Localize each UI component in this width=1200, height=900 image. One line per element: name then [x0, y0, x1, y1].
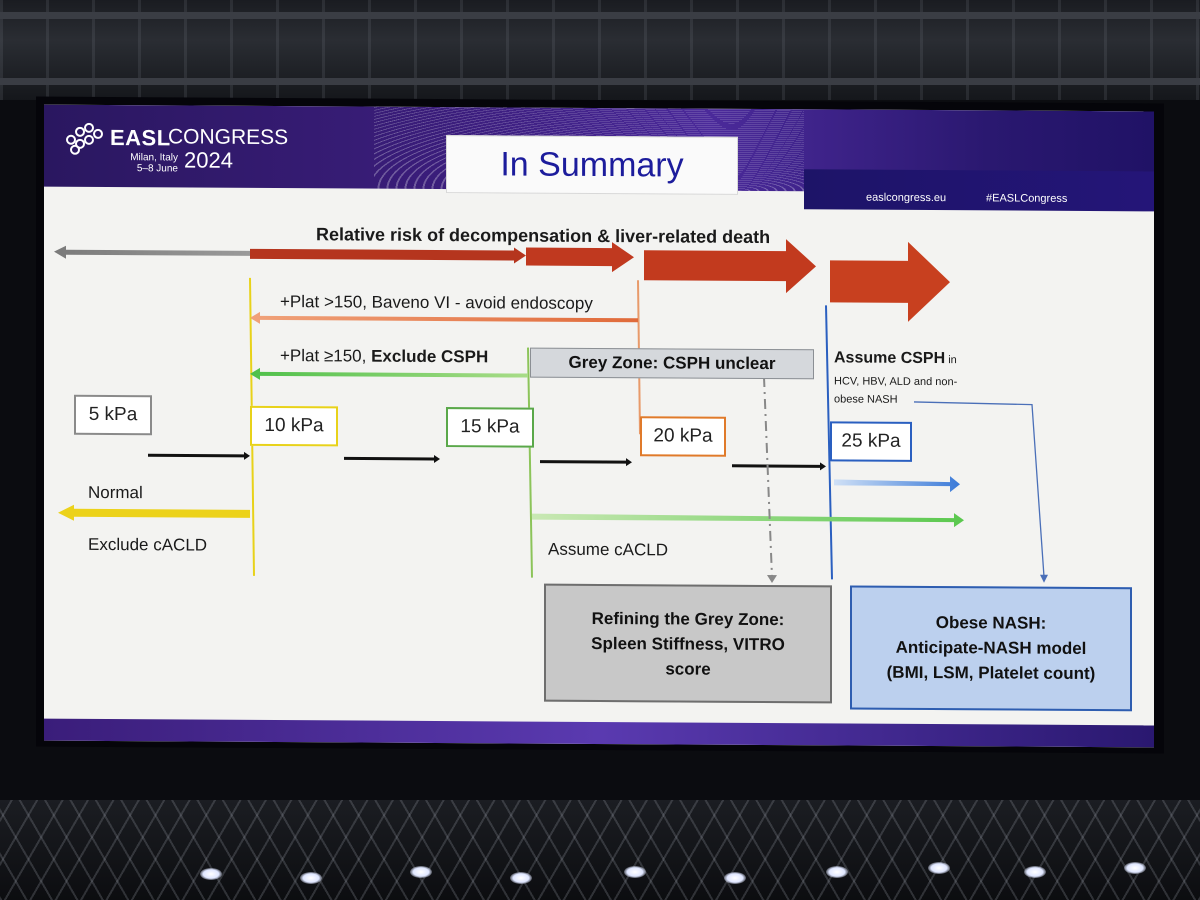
obese-line-3: (BMI, LSM, Platelet count) — [886, 662, 1096, 684]
grey-arrow-left — [54, 245, 250, 259]
exclude-cspph-arrow — [250, 367, 528, 380]
truss-beam — [0, 12, 1200, 19]
risk-arrow-1 — [250, 247, 526, 264]
grey-zone-pointer — [763, 376, 773, 578]
stage-light — [1024, 866, 1046, 878]
blue-arrow — [834, 476, 960, 493]
stage-light — [928, 862, 950, 874]
exclude-cspph-prefix: +Plat ≥150, — [280, 346, 372, 366]
slide: EASL CONGRESS 2024 Milan, Italy 5–8 June… — [44, 104, 1154, 748]
diagram-arrows — [54, 239, 1048, 584]
exclude-cspph-bold: Exclude CSPH — [371, 346, 489, 367]
stage-light — [300, 872, 322, 884]
kpa-box-5: 5 kPa — [74, 394, 152, 436]
stage-light — [826, 866, 848, 878]
exclude-cacld-label: Exclude cACLD — [88, 534, 208, 555]
assume-cacld-label: Assume cACLD — [548, 539, 668, 560]
timeline-segment — [540, 460, 626, 464]
assume-cspph-bold: Assume CSPH — [834, 349, 946, 368]
lighting-truss — [0, 800, 1200, 900]
kpa-box-20: 20 kPa — [640, 416, 726, 457]
timeline-segment — [148, 453, 244, 458]
risk-arrow-2 — [526, 242, 634, 273]
stage-light — [200, 868, 222, 880]
guide-line-15kpa — [527, 347, 533, 578]
assume-cspph-in: in — [945, 354, 957, 367]
normal-label: Normal — [88, 482, 143, 503]
baveno-arrow — [250, 311, 638, 324]
assume-cspph-line2: HCV, HBV, ALD and non- — [834, 375, 958, 389]
refine-line-2: Spleen Stiffness, VITRO — [591, 633, 785, 655]
grey-zone-box: Grey Zone: CSPH unclear — [530, 347, 814, 380]
kpa-box-25: 25 kPa — [830, 421, 912, 462]
guide-line-25kpa — [825, 305, 833, 580]
cspph-connector — [913, 401, 1045, 577]
truss-beam — [0, 78, 1200, 85]
refine-line-1: Refining the Grey Zone: — [591, 608, 785, 630]
obese-nash-box: Obese NASH: Anticipate-NASH model (BMI, … — [850, 585, 1132, 712]
projection-screen: EASL CONGRESS 2024 Milan, Italy 5–8 June… — [36, 96, 1164, 754]
obese-line-1: Obese NASH: — [935, 613, 1047, 633]
refine-line-3: score — [665, 659, 711, 679]
refining-grey-zone-box: Refining the Grey Zone: Spleen Stiffness… — [544, 583, 832, 704]
assume-cspph-line3: obese NASH — [834, 393, 898, 406]
risk-label: Relative risk of decompensation & liver-… — [316, 224, 771, 248]
assume-cspph-text: Assume CSPH in — [834, 349, 957, 368]
ceiling-truss — [0, 0, 1200, 100]
timeline-segment — [344, 456, 434, 461]
stage-light — [510, 872, 532, 884]
kpa-box-15: 15 kPa — [446, 407, 534, 448]
risk-arrow-3 — [644, 239, 816, 294]
risk-arrow-4 — [830, 241, 950, 322]
stage-light — [410, 866, 432, 878]
stage-light — [724, 872, 746, 884]
stage-light — [1124, 862, 1146, 874]
stage-light — [624, 866, 646, 878]
exclude-cspph-text: +Plat ≥150, Exclude CSPH — [280, 346, 488, 367]
assume-cacld-arrow — [532, 513, 964, 528]
normal-arrow — [58, 504, 250, 521]
baveno-text: +Plat >150, Baveno VI - avoid endoscopy — [280, 292, 593, 313]
timeline-segment — [732, 464, 820, 468]
obese-line-2: Anticipate-NASH model — [895, 637, 1087, 658]
kpa-box-10: 10 kPa — [250, 405, 338, 447]
